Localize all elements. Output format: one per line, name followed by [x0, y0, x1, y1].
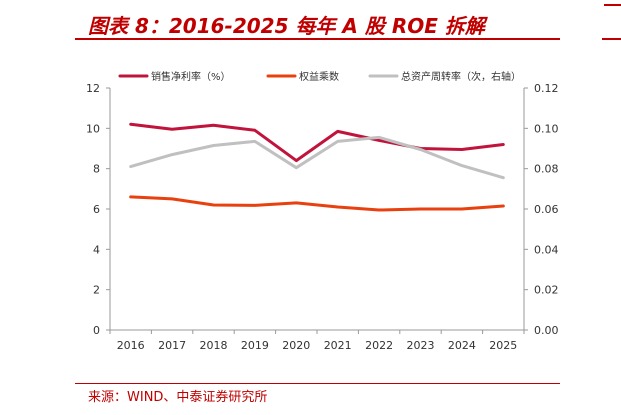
x-tick-label: 2020: [282, 339, 310, 352]
right-divider: [602, 38, 621, 40]
left-tick-label: 2: [93, 284, 100, 297]
x-tick-label: 2019: [241, 339, 269, 352]
chart-series: [129, 122, 505, 212]
x-tick-label: 2025: [489, 339, 517, 352]
left-tick-label: 12: [86, 82, 100, 95]
x-tick-label: 2021: [324, 339, 352, 352]
x-tick-label: 2023: [407, 339, 435, 352]
chart-legend: 销售净利率（%） 权益乘数 总资产周转率（次，右轴）: [118, 70, 521, 83]
legend-label: 权益乘数: [299, 70, 339, 83]
source-note: 来源：WIND、中泰证券研究所: [88, 390, 268, 405]
left-tick-label: 10: [86, 122, 100, 135]
page-edge-mark: [604, 4, 621, 6]
x-tick-label: 2016: [117, 339, 145, 352]
right-tick-label: 0.04: [534, 243, 559, 256]
left-tick-label: 0: [93, 324, 100, 337]
series-line-3: [129, 135, 505, 180]
x-tick-label: 2024: [448, 339, 476, 352]
left-tick-label: 6: [93, 203, 100, 216]
x-tick-label: 2017: [158, 339, 186, 352]
chart-title: 图表 8：2016-2025 每年 A 股 ROE 拆解: [88, 14, 485, 38]
right-tick-label: 0.00: [534, 324, 559, 337]
right-tick-label: 0.06: [534, 203, 559, 216]
title-divider: [75, 38, 560, 40]
legend-label: 销售净利率（%）: [151, 70, 231, 83]
x-tick-label: 2022: [365, 339, 393, 352]
series-line-1: [129, 122, 505, 163]
footer-divider: [75, 383, 560, 384]
right-tick-label: 0.10: [534, 122, 559, 135]
left-tick-label: 8: [93, 163, 100, 176]
right-tick-label: 0.12: [534, 82, 559, 95]
series-line-2: [129, 195, 505, 212]
legend-label: 总资产周转率（次，右轴）: [401, 70, 521, 83]
x-tick-label: 2018: [200, 339, 228, 352]
right-tick-label: 0.02: [534, 284, 559, 297]
chart-axes: 0 2 4 6 8 10 12 0.00 0.02 0.04 0.06 0.08 0.10 0.12 201…: [86, 82, 559, 352]
right-tick-label: 0.08: [534, 163, 559, 176]
left-tick-label: 4: [93, 243, 100, 256]
